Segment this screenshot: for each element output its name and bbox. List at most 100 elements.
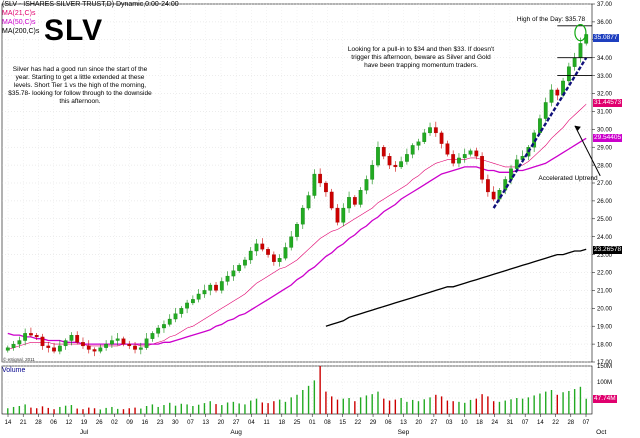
candle [115, 333, 120, 346]
candle [46, 341, 51, 353]
volume-bar [504, 400, 506, 414]
volume-bar [157, 406, 159, 414]
candle-body [104, 343, 109, 348]
volume-bar [336, 399, 339, 414]
day-tick-label: 31 [507, 420, 514, 426]
candle-body [428, 127, 432, 134]
candle-body [358, 190, 363, 205]
candle [138, 342, 143, 355]
candle [11, 341, 16, 351]
day-tick-label: 07 [583, 420, 590, 426]
month-tick-label: Jul [80, 429, 89, 436]
candle-body [138, 347, 143, 350]
candle-body [202, 290, 207, 295]
day-tick-label: 13 [202, 420, 209, 426]
candle [445, 140, 450, 157]
candle-body [376, 147, 380, 166]
volume-bars [7, 366, 587, 414]
candle [300, 205, 305, 230]
day-tick-label: 13 [400, 420, 407, 426]
candle [347, 191, 351, 213]
candle [370, 160, 375, 185]
price-tick-label: 21.00 [597, 289, 613, 295]
volume-bar [122, 409, 125, 414]
candle [491, 186, 496, 202]
candle [34, 333, 39, 340]
day-tick-label: 16 [142, 420, 149, 426]
volume-bar [313, 380, 316, 414]
price-tick-label: 37.00 [597, 2, 613, 8]
candle [219, 277, 224, 294]
candle-body [439, 132, 444, 144]
candle [410, 143, 415, 159]
high-of-day-label: High of the Day: $35.78 [516, 16, 586, 23]
candle [121, 336, 126, 347]
candle-body [387, 155, 392, 166]
volume-bar [400, 398, 402, 414]
volume-bar [307, 385, 310, 414]
volume-bar [579, 386, 582, 414]
day-tick-label: 20 [415, 420, 422, 426]
chart-header: (SLV - ISHARES SILVER TRUST,D) Dynamic,0… [2, 1, 179, 8]
candle-body [23, 333, 28, 341]
volume-bar [585, 398, 587, 414]
candle [543, 97, 548, 122]
candle [110, 335, 114, 349]
candle [208, 282, 213, 296]
candle [144, 333, 149, 350]
ticker-symbol: SLV [44, 14, 104, 47]
volume-bar [88, 407, 90, 414]
candle-body [295, 224, 299, 237]
candle-body [324, 182, 328, 193]
left-annotation: Silver has had a good run since the star… [8, 66, 152, 105]
volume-bar [221, 405, 223, 414]
candle-body [555, 89, 560, 96]
volume-bar [18, 406, 21, 414]
day-tick-label: 24 [491, 420, 498, 426]
candle [86, 340, 91, 354]
candle-body [260, 243, 265, 250]
candle [457, 153, 461, 168]
volume-bar [527, 397, 530, 414]
volume-bar [498, 401, 501, 414]
price-tick-label: 30.00 [597, 128, 613, 134]
volume-bar [533, 395, 535, 414]
candle-body [179, 308, 184, 314]
volume-bar [406, 401, 408, 414]
candle [416, 138, 421, 151]
candle-body [474, 150, 479, 157]
day-tick-label: 22 [354, 420, 361, 426]
candle-body [370, 164, 375, 180]
candle-body [110, 340, 114, 345]
day-tick-label: 27 [233, 420, 240, 426]
candle-body [352, 197, 357, 205]
volume-bar [475, 398, 478, 414]
volume-bar [556, 394, 558, 414]
top-annotation: Looking for a pull-in to $34 and then $3… [347, 46, 495, 69]
candle-body [410, 145, 415, 155]
price-tick-label: 28.00 [597, 163, 613, 169]
candle [462, 148, 467, 163]
volume-bar [371, 394, 373, 414]
candle-body [445, 143, 450, 155]
uptrend-arrow [574, 125, 601, 177]
candle [17, 336, 22, 349]
candle [376, 141, 380, 168]
candle-body [185, 302, 189, 309]
candle [271, 251, 276, 266]
candle-body [144, 338, 149, 348]
uptrend-label: Accelerated Uptrend [538, 175, 598, 182]
volume-bar [197, 404, 200, 414]
volume-bar [169, 402, 171, 414]
candle [312, 169, 317, 199]
candle-body [63, 340, 68, 347]
candle-body [578, 43, 583, 58]
candle [156, 324, 161, 338]
price-box-ma200: 23.26578 [593, 245, 623, 254]
candle [127, 341, 132, 349]
price-box-ma21: 31.44573 [593, 99, 623, 108]
price-tick-label: 17.00 [597, 360, 613, 366]
candle [260, 238, 265, 252]
volume-bar [215, 404, 217, 414]
candle-body [5, 347, 10, 351]
